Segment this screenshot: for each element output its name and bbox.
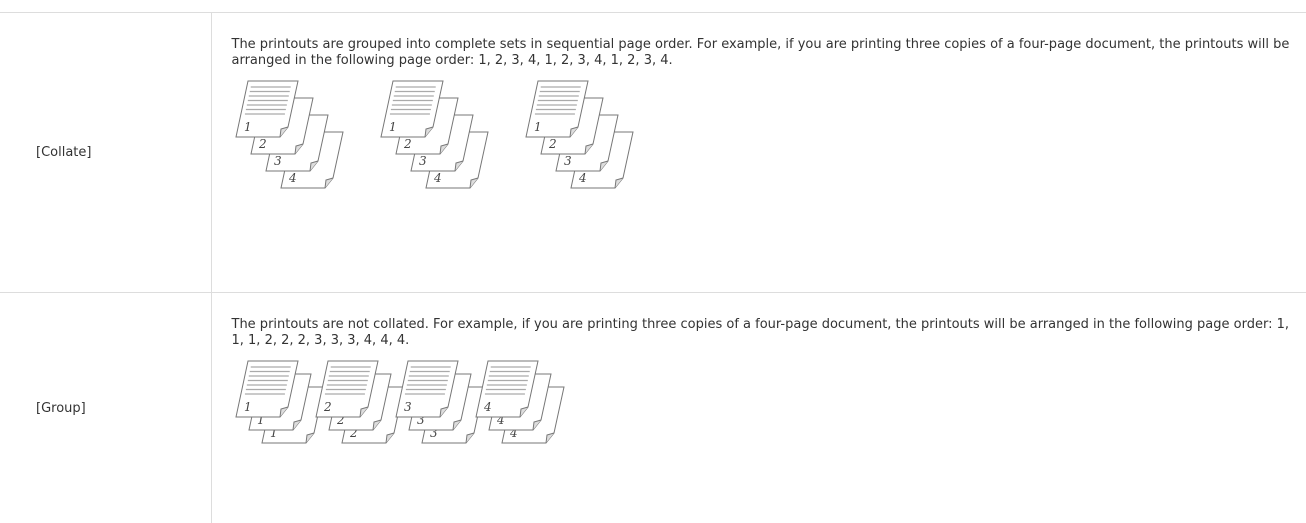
page-number: 4 bbox=[433, 171, 442, 185]
row-body: The printouts are not collated. For exam… bbox=[211, 293, 1306, 523]
page-number: 3 bbox=[564, 154, 572, 168]
settings-table: [Collate] The printouts are grouped into… bbox=[0, 12, 1306, 523]
page-number: 2 bbox=[323, 400, 332, 414]
description: The printouts are grouped into complete … bbox=[232, 37, 1295, 69]
page-number: 3 bbox=[274, 154, 282, 168]
page-number: 4 bbox=[483, 400, 492, 414]
page-number: 2 bbox=[403, 137, 412, 151]
description: The printouts are not collated. For exam… bbox=[232, 317, 1295, 349]
table-row: [Group] The printouts are not collated. … bbox=[0, 293, 1306, 523]
page-number: 4 bbox=[288, 171, 297, 185]
page: [Collate] The printouts are grouped into… bbox=[0, 0, 1306, 474]
page-number: 2 bbox=[258, 137, 267, 151]
page-number: 1 bbox=[389, 120, 397, 134]
page-number: 1 bbox=[244, 120, 252, 134]
row-label: [Collate] bbox=[0, 13, 211, 293]
page-number: 3 bbox=[404, 400, 412, 414]
page-number: 1 bbox=[244, 400, 252, 414]
page-number: 1 bbox=[534, 120, 542, 134]
page-number: 2 bbox=[548, 137, 557, 151]
row-body: The printouts are grouped into complete … bbox=[211, 13, 1306, 293]
table-row: [Collate] The printouts are grouped into… bbox=[0, 13, 1306, 293]
page-number: 3 bbox=[419, 154, 427, 168]
row-label: [Group] bbox=[0, 293, 211, 523]
page-number: 4 bbox=[578, 171, 587, 185]
